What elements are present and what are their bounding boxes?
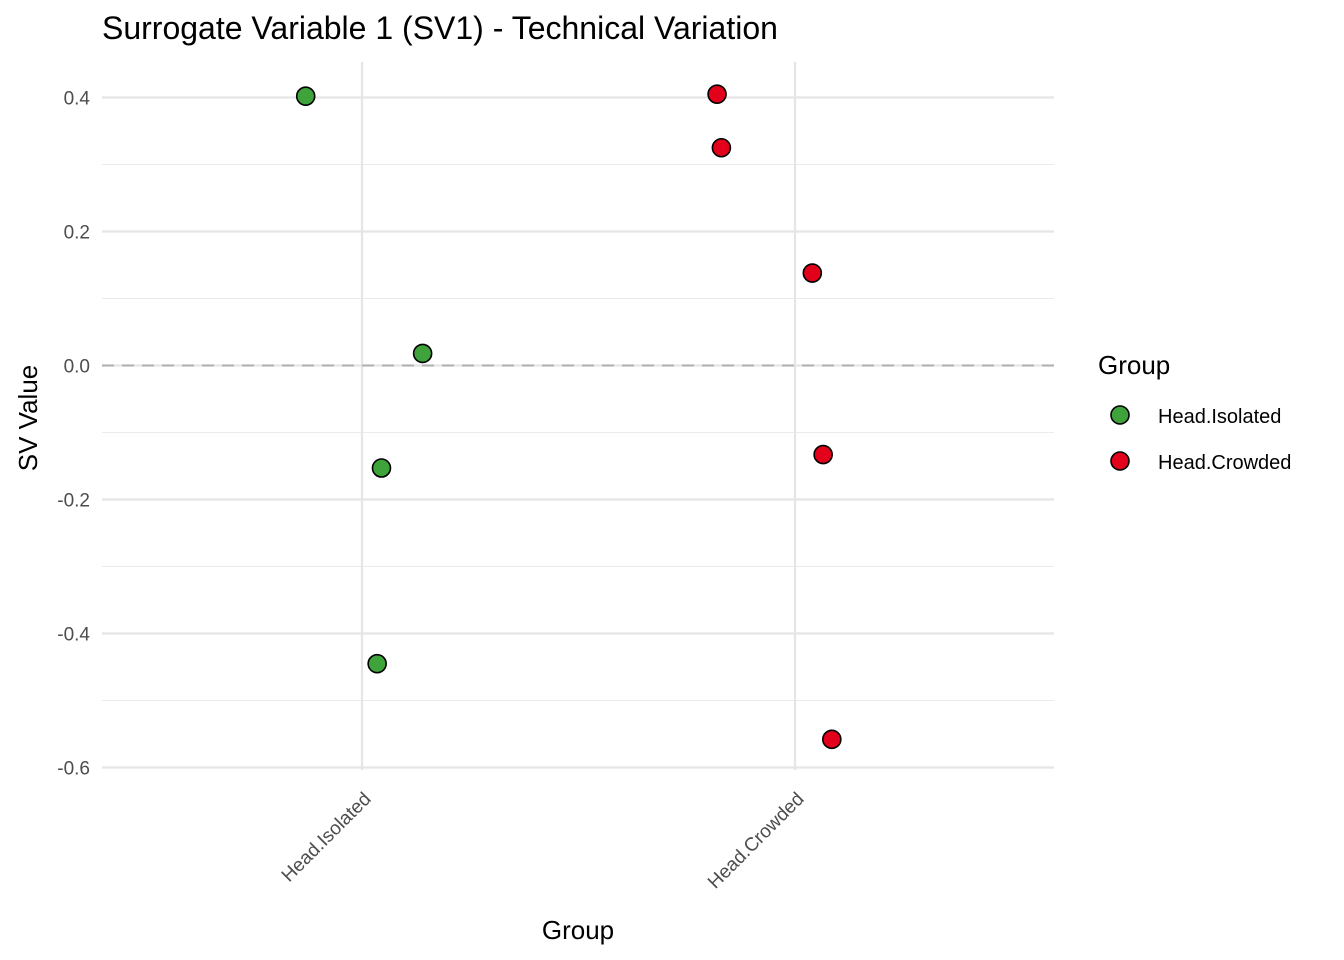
y-axis-tick-labels: 0.4 0.2 0.0 -0.2 -0.4 -0.6 bbox=[57, 89, 90, 780]
y-tick-label: 0.2 bbox=[64, 223, 90, 244]
legend-label: Head.Isolated bbox=[1158, 406, 1281, 428]
x-axis-tick-labels: Head.Isolated Head.Crowded bbox=[278, 789, 809, 893]
grid-lines bbox=[102, 62, 1054, 770]
data-point bbox=[813, 444, 833, 465]
data-point bbox=[707, 84, 727, 104]
data-point bbox=[412, 343, 433, 364]
x-tick-label: Head.Isolated bbox=[278, 789, 376, 887]
legend-label: Head.Crowded bbox=[1158, 452, 1291, 474]
chart-title: Surrogate Variable 1 (SV1) - Technical V… bbox=[102, 10, 778, 46]
data-point bbox=[711, 137, 732, 158]
y-tick-label: -0.2 bbox=[57, 491, 90, 512]
legend-key bbox=[1110, 405, 1130, 425]
data-point bbox=[371, 458, 392, 478]
x-axis-title: Group bbox=[542, 915, 614, 945]
y-tick-label: -0.6 bbox=[57, 759, 90, 780]
y-tick-label: -0.4 bbox=[57, 625, 90, 646]
data-point bbox=[367, 653, 387, 674]
y-axis-title: SV Value bbox=[13, 365, 43, 471]
data-point bbox=[802, 263, 823, 283]
x-tick-label: Head.Crowded bbox=[704, 789, 808, 893]
y-tick-label: 0.0 bbox=[64, 357, 90, 378]
legend: Group Head.Isolated Head.Crowded bbox=[1098, 350, 1291, 474]
data-points bbox=[295, 84, 842, 750]
data-point bbox=[295, 86, 316, 106]
legend-title: Group bbox=[1098, 350, 1170, 380]
legend-key bbox=[1110, 451, 1130, 471]
y-tick-label: 0.4 bbox=[64, 89, 91, 110]
data-point bbox=[822, 729, 842, 750]
